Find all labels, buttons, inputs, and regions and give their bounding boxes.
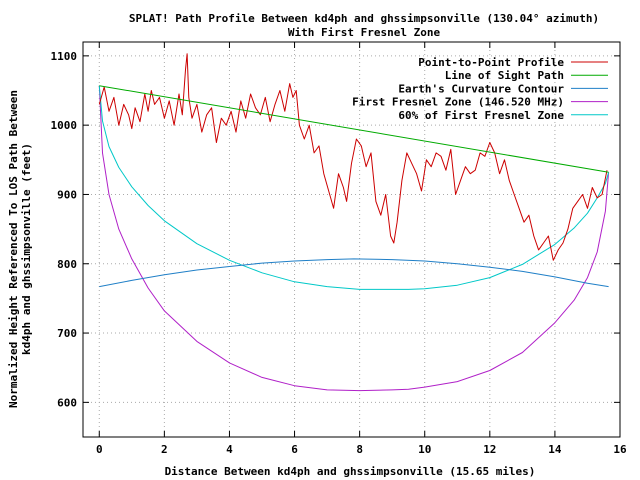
x-tick-label: 4 [226, 443, 233, 456]
legend-label: Line of Sight Path [445, 69, 564, 82]
grid-lines [83, 42, 621, 437]
chart-title: SPLAT! Path Profile Between kd4ph and gh… [129, 12, 599, 25]
legend-label: Point-to-Point Profile [418, 56, 564, 69]
y-tick-label: 900 [57, 188, 77, 201]
x-tick-label: 0 [96, 443, 103, 456]
y-axis-label-line-2: kd4ph and ghssimpsonville (feet) [20, 143, 33, 355]
series-line-60-of-first-fresnel-zone [98, 85, 610, 290]
x-axis-label: Distance Between kd4ph and ghssimpsonvil… [165, 465, 536, 478]
series-line-line-of-sight-path [99, 85, 609, 173]
chart-subtitle: With First Fresnel Zone [288, 26, 441, 39]
legend-label: Earth's Curvature Contour [398, 82, 564, 95]
axis-ticks: 0 2 4 6 8 10 12 14 16 600 700 800 900 1000 1100 [51, 42, 627, 456]
x-tick-label: 6 [291, 443, 298, 456]
x-tick-label: 2 [161, 443, 168, 456]
x-tick-label: 16 [613, 443, 627, 456]
plot-border [82, 41, 621, 438]
series-line-earth-s-curvature-contour [99, 258, 609, 288]
x-tick-label: 8 [356, 443, 363, 456]
x-tick-label: 12 [483, 443, 496, 456]
y-axis-label-line-1: Normalized Height Referenced To LOS Path… [7, 90, 20, 408]
y-tick-label: 1100 [51, 50, 78, 63]
y-tick-label: 1000 [51, 119, 78, 132]
series-line-first-fresnel-zone-146-520-mhz [98, 85, 610, 392]
series-line-point-to-point-profile [98, 53, 608, 261]
x-tick-label: 10 [418, 443, 431, 456]
legend-label: First Fresnel Zone (146.520 MHz) [352, 96, 564, 109]
y-tick-label: 800 [57, 258, 77, 271]
y-tick-label: 700 [57, 327, 77, 340]
legend-label: 60% of First Fresnel Zone [398, 109, 564, 122]
x-tick-label: 14 [548, 443, 562, 456]
series-lines [98, 53, 610, 392]
y-tick-label: 600 [57, 396, 77, 409]
